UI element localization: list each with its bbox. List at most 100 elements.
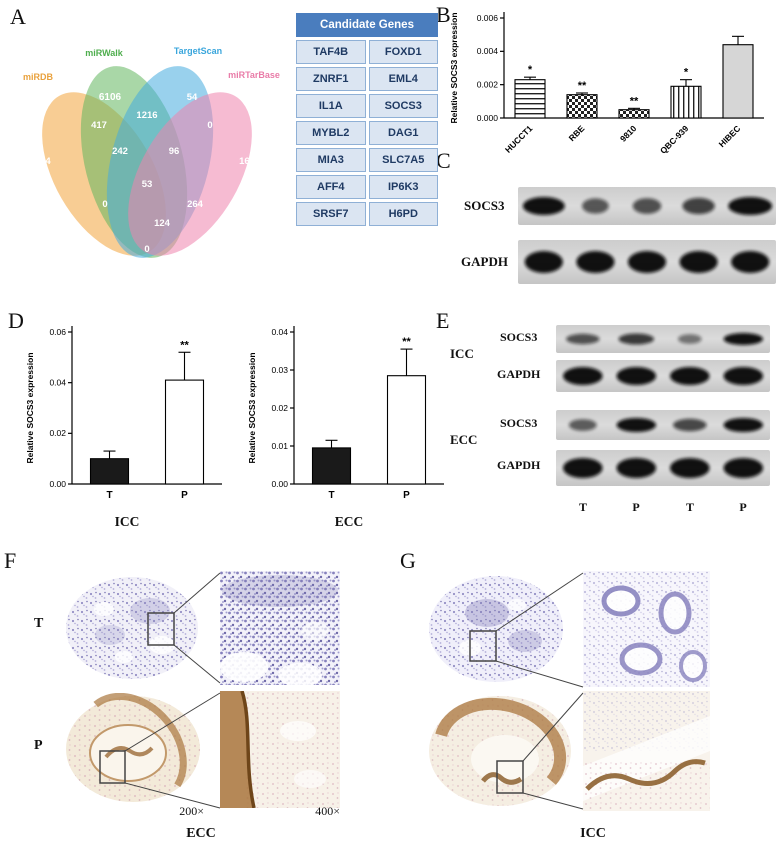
wb-row-label-socs3: SOCS3	[464, 198, 505, 213]
lane-label: T	[685, 500, 694, 514]
panel-label-e: E	[436, 308, 450, 333]
panel-label-g: G	[400, 548, 416, 573]
venn-count: 1216	[136, 110, 157, 121]
svg-text:0.00: 0.00	[49, 479, 66, 489]
panel-label-a: A	[10, 4, 26, 29]
svg-text:**: **	[578, 80, 587, 92]
svg-text:0.000: 0.000	[477, 113, 499, 123]
svg-text:Relative SOCS3 expression: Relative SOCS3 expression	[25, 352, 35, 463]
svg-text:RBE: RBE	[567, 123, 587, 143]
ihc-inset-f-t	[220, 571, 340, 685]
venn-count: 242	[112, 146, 128, 157]
venn-count: 417	[91, 120, 107, 131]
svg-text:Relative SOCS3 expression: Relative SOCS3 expression	[449, 12, 459, 123]
wb-strip-icc-gapdh	[556, 360, 770, 392]
venn-label-targetscan: TargetScan	[174, 46, 222, 56]
svg-text:**: **	[402, 336, 411, 348]
venn-count: 264	[187, 199, 204, 210]
ihc-inset-f-p	[220, 691, 340, 808]
magnification-200x: 200×	[179, 804, 204, 818]
svg-text:0.06: 0.06	[49, 327, 66, 337]
wb-strip-gapdh	[518, 240, 776, 284]
svg-text:*: *	[684, 67, 689, 79]
gene-cell: MYBL2	[296, 121, 366, 145]
gene-cell: SLC7A5	[368, 148, 438, 172]
magnification-400x: 400×	[315, 804, 340, 818]
svg-text:0.004: 0.004	[477, 46, 499, 56]
gene-cell: H6PD	[368, 202, 438, 226]
svg-text:Relative SOCS3 expression: Relative SOCS3 expression	[247, 352, 257, 463]
svg-text:P: P	[403, 490, 410, 501]
gene-cell: SOCS3	[368, 94, 438, 118]
gene-cell: AFF4	[296, 175, 366, 199]
venn-count: 96	[169, 146, 180, 157]
gene-cell: ZNRF1	[296, 67, 366, 91]
blot-group-label-icc: ICC	[450, 346, 474, 361]
ihc-image-f-p	[66, 693, 200, 805]
svg-text:0.006: 0.006	[477, 13, 499, 23]
wb-row-label: GAPDH	[497, 458, 541, 472]
ihc-inset-g-p	[583, 691, 710, 811]
ihc-image-f-t	[66, 577, 198, 679]
venn-count: 6106	[99, 92, 122, 103]
svg-text:HIBEC: HIBEC	[717, 123, 743, 149]
venn-count: 53	[142, 179, 153, 190]
svg-text:0.04: 0.04	[49, 377, 66, 387]
ihc-inset-g-t	[583, 571, 710, 687]
svg-text:**: **	[180, 339, 189, 351]
gene-cell: DAG1	[368, 121, 438, 145]
gene-cell: TAF4B	[296, 40, 366, 64]
gene-cell: SRSF7	[296, 202, 366, 226]
panel-f-caption: ECC	[186, 826, 216, 841]
svg-text:P: P	[181, 490, 188, 501]
svg-text:0.02: 0.02	[271, 403, 288, 413]
venn-count: 54	[187, 92, 198, 103]
ihc-image-g-t	[429, 576, 563, 682]
wb-strip-socs3	[518, 187, 776, 225]
panel-label-d: D	[8, 308, 24, 333]
wb-row-label: SOCS3	[500, 416, 538, 430]
bar-chart-socs3-cell-lines: 0.000 0.002 0.004 0.006 Relative SOCS3 expre…	[446, 6, 776, 158]
svg-text:9810: 9810	[618, 123, 639, 144]
venn-count: 124	[154, 218, 171, 229]
chart-caption-ecc: ECC	[334, 514, 364, 529]
blot-group-label-ecc: ECC	[450, 432, 478, 447]
svg-text:0.04: 0.04	[271, 327, 288, 337]
lane-label: T	[578, 500, 587, 514]
wb-row-label: SOCS3	[500, 330, 538, 344]
venn-count: 0	[102, 199, 107, 210]
svg-text:0.00: 0.00	[271, 479, 288, 489]
bar-chart-ecc: 0.00 0.01 0.02 0.03 0.04 Relative SOCS3 expre…	[244, 316, 454, 514]
panel-label-c: C	[436, 148, 451, 173]
svg-text:*: *	[528, 64, 533, 76]
svg-text:T: T	[106, 490, 112, 501]
venn-count: 163	[239, 156, 255, 167]
venn-count: 4	[45, 156, 51, 167]
venn-label-mirwalk: miRWalk	[85, 48, 124, 58]
svg-text:0.01: 0.01	[271, 441, 288, 451]
lane-label: P	[632, 500, 640, 514]
venn-count: 0	[144, 244, 149, 255]
candidate-genes-header: Candidate Genes	[296, 13, 438, 37]
wb-row-label-gapdh: GAPDH	[461, 254, 508, 269]
panel-label-b: B	[436, 2, 451, 27]
ihc-row-label-t: T	[34, 616, 44, 631]
gene-cell: IP6K3	[368, 175, 438, 199]
wb-strip-ecc-gapdh	[556, 450, 770, 486]
gene-cell: FOXD1	[368, 40, 438, 64]
svg-text:T: T	[328, 490, 334, 501]
gene-cell: EML4	[368, 67, 438, 91]
venn-label-mirtarbase: miRTarBase	[228, 70, 280, 80]
venn-count: 0	[207, 120, 212, 131]
chart-caption-icc: ICC	[114, 514, 140, 529]
svg-text:QBC-939: QBC-939	[658, 123, 691, 156]
bar-chart-icc: 0.00 0.02 0.04 0.06 Relative SOCS3 expressio…	[22, 316, 232, 514]
ihc-row-label-p: P	[34, 738, 43, 753]
panel-label-f: F	[4, 548, 17, 573]
gene-cell: MIA3	[296, 148, 366, 172]
ihc-image-g-p	[429, 696, 571, 806]
svg-text:0.002: 0.002	[477, 79, 499, 89]
svg-text:HUCCT1: HUCCT1	[503, 123, 535, 155]
gene-cell: IL1A	[296, 94, 366, 118]
